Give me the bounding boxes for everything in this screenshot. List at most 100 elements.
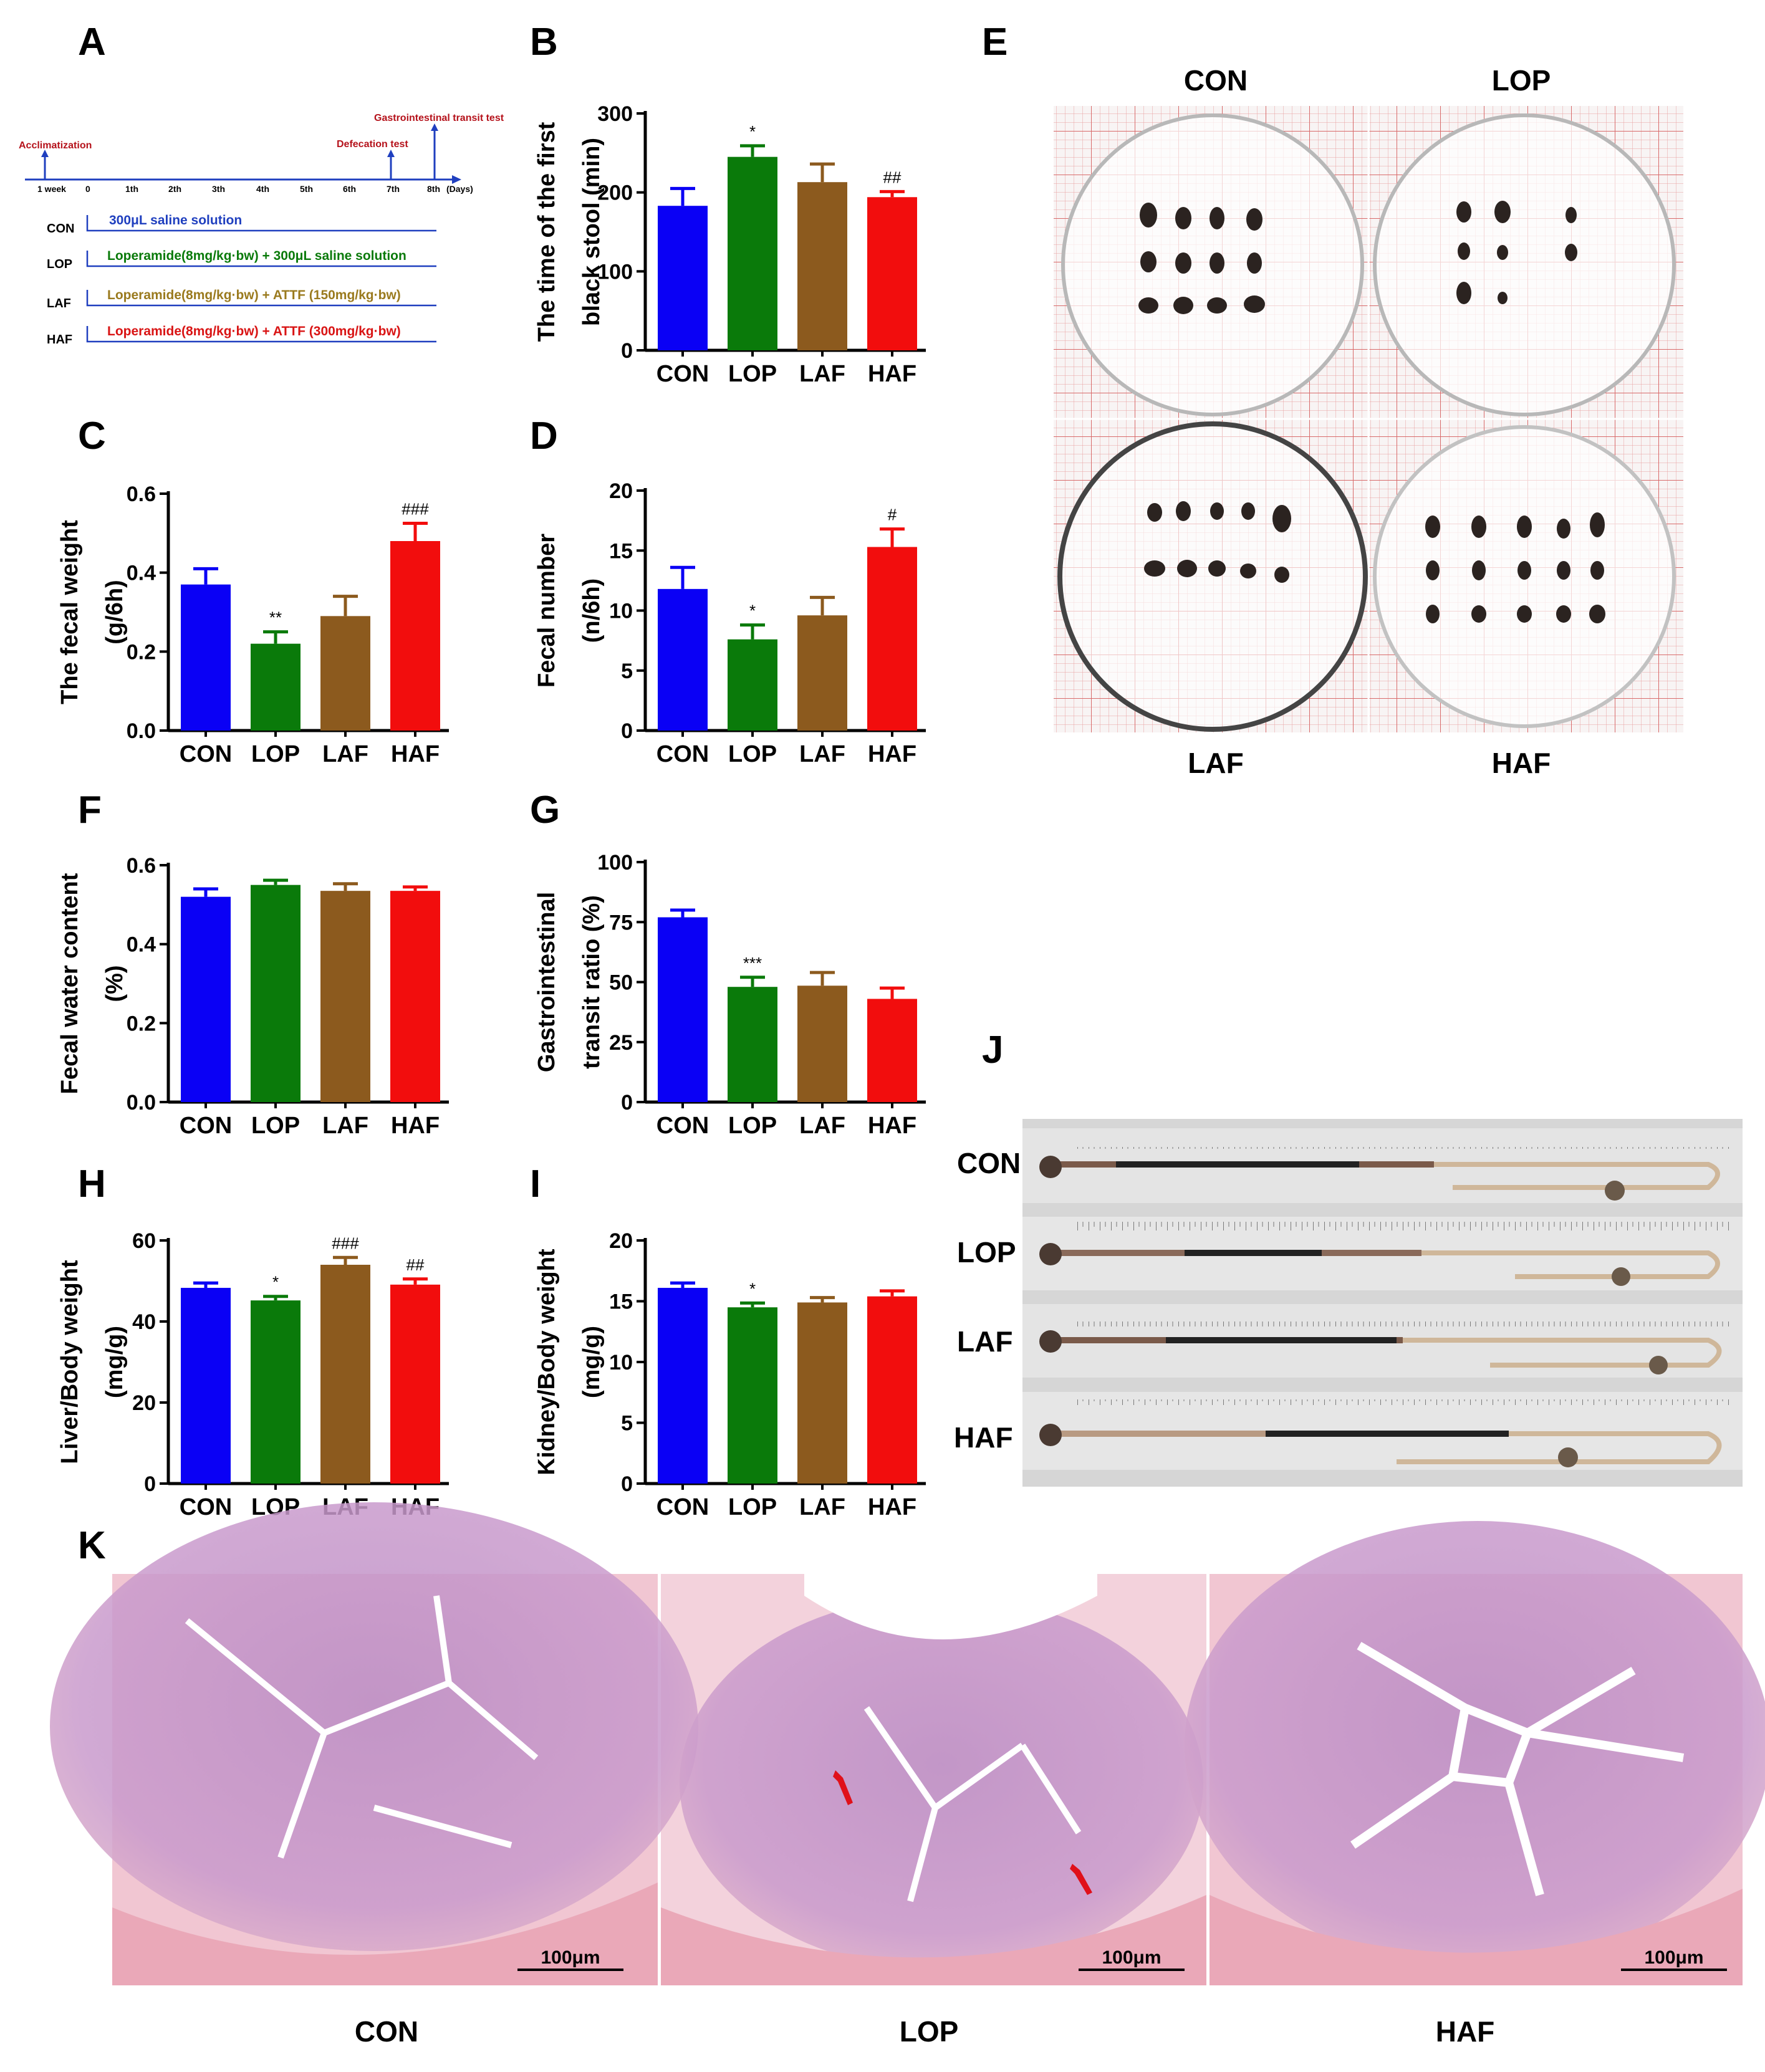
feces-pellets-con — [1138, 203, 1265, 314]
bar-lop — [728, 987, 777, 1102]
timeline-group-laf: LAF Loperamide(8mg/kg·bw) + ATTF (150mg/… — [47, 288, 436, 310]
y-axis-label: The fecal weight — [57, 520, 83, 704]
panel-letter-C: C — [78, 415, 106, 458]
x-tick-label: CON — [180, 1113, 232, 1139]
timeline-group-haf: HAF Loperamide(8mg/kg·bw) + ATTF (300mg/… — [47, 324, 436, 347]
bar-laf — [320, 891, 370, 1102]
panel-letter-E: E — [982, 21, 1008, 64]
bar-con — [181, 896, 231, 1102]
ruler — [1072, 1309, 1733, 1326]
y-tick-label: 0.6 — [127, 482, 156, 506]
feces-pellets-laf — [1144, 501, 1291, 583]
x-tick-label: CON — [656, 361, 709, 387]
timeline-tick: 8th — [427, 184, 440, 194]
panel-letter-D: D — [530, 415, 558, 458]
y-axis-label: (mg/g) — [102, 1326, 128, 1398]
x-tick-label: LOP — [251, 741, 300, 767]
x-tick-label: LOP — [728, 361, 777, 387]
histology-label-lop: LOP — [900, 2015, 959, 2048]
group-name: LOP — [47, 257, 72, 271]
y-axis-label: transit ratio (%) — [579, 895, 605, 1069]
y-tick-label: 20 — [609, 479, 633, 503]
panel-letter-G: G — [530, 789, 560, 832]
significance-label: ## — [883, 168, 902, 186]
bar-lop — [728, 639, 777, 731]
y-axis-label: The time of the first — [534, 122, 560, 342]
significance-label: # — [888, 506, 897, 524]
timeline-group-lop: LOP Loperamide(8mg/kg·bw) + 300μL saline… — [47, 249, 436, 271]
panel-letters: A B C D E F G H I J K — [78, 21, 1008, 1567]
group-name: LAF — [47, 297, 71, 310]
y-tick-label: 300 — [597, 102, 633, 126]
y-tick-label: 0.4 — [127, 933, 156, 957]
panel-letter-B: B — [530, 21, 558, 64]
significance-label: ### — [332, 1234, 359, 1252]
y-tick-label: 200 — [597, 181, 633, 205]
panel-letter-A: A — [78, 21, 106, 64]
intestine-photo: CON LOP LAF HAF — [954, 1119, 1743, 1487]
feces-pellets-haf — [1425, 512, 1605, 623]
bar-lop — [251, 1300, 301, 1484]
bar-con — [658, 1288, 708, 1484]
group-treatment: Loperamide(8mg/kg·bw) + 300μL saline sol… — [107, 249, 406, 263]
x-tick-label: LAF — [322, 741, 368, 767]
y-tick-label: 100 — [597, 260, 633, 284]
timeline-tick: 2th — [168, 184, 181, 194]
timeline-tick: 1th — [125, 184, 138, 194]
y-tick-label: 10 — [609, 600, 633, 623]
y-tick-label: 5 — [621, 659, 633, 683]
scale-bar-label: 100μm — [1102, 1947, 1161, 1968]
y-tick-label: 75 — [609, 911, 633, 934]
group-bracket — [86, 290, 436, 307]
bar-con — [658, 588, 708, 731]
y-axis-label: Fecal water content — [57, 873, 83, 1094]
significance-label: * — [749, 602, 756, 620]
x-tick-label: HAF — [868, 741, 916, 767]
ruler — [1072, 1131, 1733, 1149]
y-tick-label: 15 — [609, 1290, 633, 1314]
y-tick-label: 40 — [132, 1310, 156, 1334]
significance-label: ** — [269, 608, 282, 627]
x-tick-label: HAF — [391, 1113, 440, 1139]
group-name: CON — [47, 222, 74, 236]
bar-lop — [728, 156, 777, 350]
y-tick-label: 0 — [621, 339, 633, 363]
y-tick-label: 100 — [597, 851, 633, 875]
panel-letter-H: H — [78, 1163, 106, 1206]
bar-haf — [390, 891, 440, 1102]
y-tick-label: 0.0 — [127, 1091, 156, 1115]
group-treatment: Loperamide(8mg/kg·bw) + ATTF (300mg/kg·b… — [107, 324, 401, 338]
y-axis-label: (mg/g) — [579, 1326, 605, 1398]
group-treatment: Loperamide(8mg/kg·bw) + ATTF (150mg/kg·b… — [107, 288, 401, 302]
chart-fecal-number: 0 5 10 15 20 Fecal number (n/6h) CON LOP * LAF HAF # — [534, 479, 926, 767]
panel-letter-I: I — [530, 1163, 541, 1206]
bar-haf — [867, 999, 917, 1102]
x-tick-label: LAF — [799, 361, 845, 387]
bar-haf — [867, 547, 917, 731]
timeline-tick: 5th — [300, 184, 313, 194]
intestine-label-haf: HAF — [954, 1421, 1013, 1454]
y-axis-label: Kidney/Body weight — [534, 1249, 560, 1475]
group-bracket — [86, 326, 436, 343]
timeline-tick: 3th — [212, 184, 225, 194]
x-tick-label: LAF — [799, 1494, 845, 1520]
y-tick-label: 60 — [132, 1229, 156, 1253]
timeline-tick: 7th — [387, 184, 400, 194]
x-tick-label: HAF — [868, 1494, 916, 1520]
panel-letter-K: K — [78, 1524, 106, 1567]
x-tick-label: CON — [180, 741, 232, 767]
timeline-days-unit: (Days) — [446, 184, 473, 194]
timeline-group-con: CON 300μL saline solution — [47, 213, 436, 236]
x-tick-label: CON — [180, 1494, 232, 1520]
y-axis-label: Gastrointestinal — [534, 892, 560, 1072]
bar-laf — [797, 1302, 847, 1484]
y-axis-label: Fecal number — [534, 534, 560, 688]
photo-label-haf: HAF — [1492, 747, 1551, 779]
histology-label-con: CON — [355, 2015, 418, 2048]
y-tick-label: 0 — [621, 1472, 633, 1496]
scale-bar-label: 100μm — [1644, 1947, 1703, 1968]
y-axis-label: (n/6h) — [579, 578, 605, 643]
red-arrow-icon — [833, 1770, 853, 1805]
group-name: HAF — [47, 333, 72, 347]
